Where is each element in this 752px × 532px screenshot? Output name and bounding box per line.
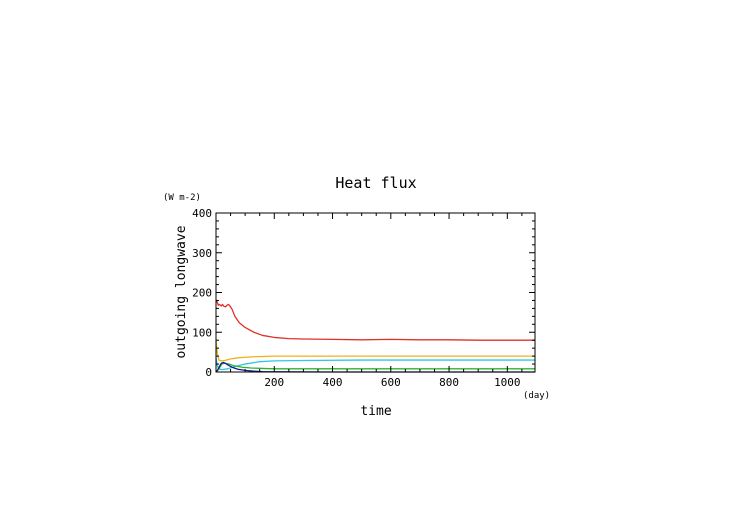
x-axis-label: time [360,404,391,419]
y-axis-label: outgoing longwave [174,225,189,358]
y-tick-label-300: 300 [192,247,212,260]
plot-area: 200 400 600 800 1000 0 100 200 300 400 [192,207,536,389]
series-line-3 [215,362,535,373]
series-line-0 [215,299,535,341]
y-tick-label-200: 200 [192,287,212,300]
x-tick-label-400: 400 [323,376,343,389]
y-unit-label: (W m-2) [163,193,201,203]
series-line-4 [215,361,535,373]
plot-frame [215,212,536,373]
y-tick-label-100: 100 [192,326,212,339]
series-line-1 [215,340,535,362]
x-tick-label-600: 600 [381,376,401,389]
x-unit-label: (day) [523,391,550,401]
x-tick-label-200: 200 [264,376,284,389]
chart-title: Heat flux [335,174,416,192]
x-tick-label-1000: 1000 [494,376,521,389]
y-tick-label-400: 400 [192,207,212,220]
x-tick-label-800: 800 [439,376,459,389]
y-tick-label-0: 0 [205,366,212,379]
